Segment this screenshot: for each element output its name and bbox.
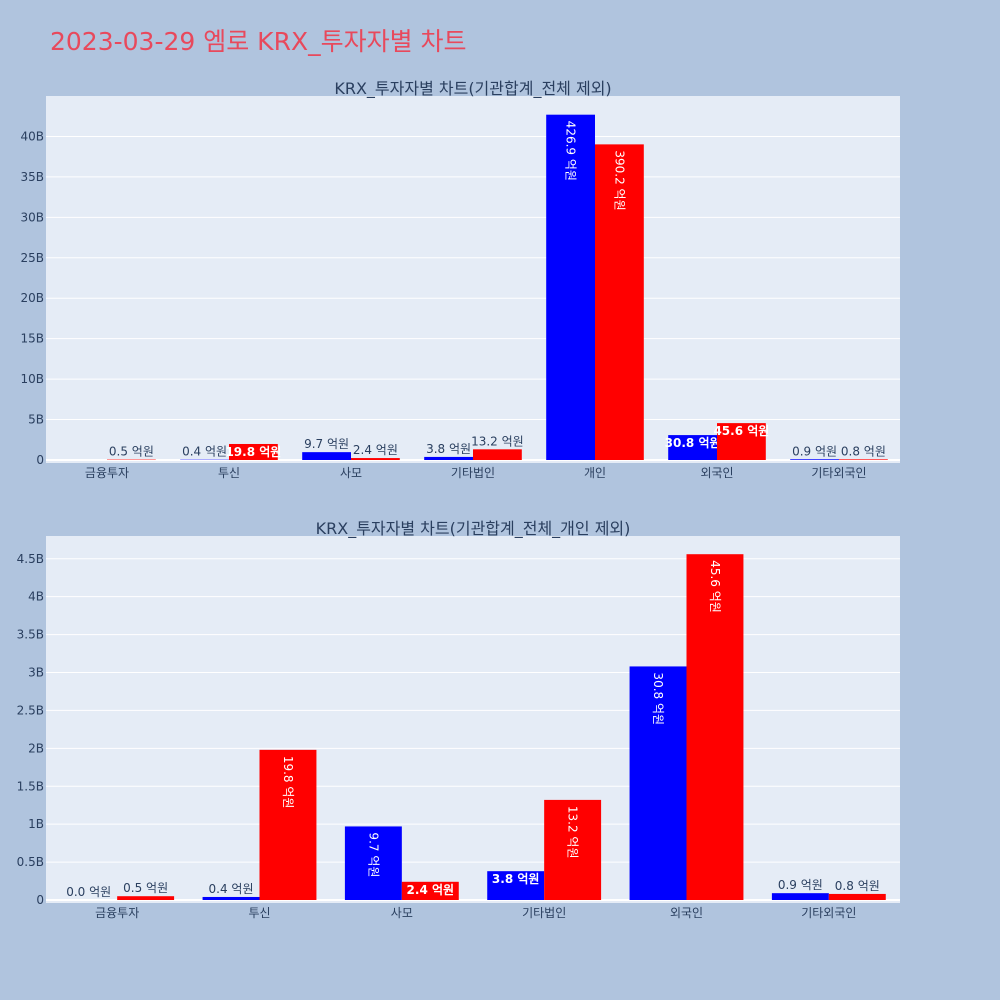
- bar: [546, 114, 595, 460]
- chart-title: KRX_투자자별 차트(기관합계_전체_개인 제외): [316, 519, 631, 539]
- data-label: 2.4 억원: [353, 443, 398, 457]
- x-tick-label: 금융투자: [95, 906, 139, 920]
- page-title: 2023-03-29 엠로 KRX_투자자별 차트: [50, 27, 467, 56]
- bar: [629, 666, 687, 900]
- bar: [790, 459, 839, 460]
- data-label: 30.8 억원: [651, 672, 665, 725]
- bar: [229, 443, 278, 460]
- y-tick-label: 5B: [28, 413, 44, 427]
- data-label: 0.8 억원: [841, 444, 886, 458]
- data-label: 3.8 억원: [426, 442, 471, 456]
- x-tick-label: 기타법인: [451, 466, 495, 480]
- x-tick-label: 사모: [340, 466, 362, 480]
- bar: [771, 893, 829, 900]
- plot-area: [46, 536, 900, 903]
- x-tick-label: 투신: [218, 466, 240, 480]
- y-tick-label: 2B: [28, 741, 44, 755]
- chart-title: KRX_투자자별 차트(기관합계_전체 제외): [334, 79, 611, 99]
- y-tick-label: 0: [36, 453, 44, 467]
- data-label: 13.2 억원: [566, 806, 580, 859]
- data-label: 19.8 억원: [281, 756, 295, 809]
- chart-1: 0 5B 10B 15B 20B 25B 30B 35B 40B KRX_투자자별 차트(기관합계…: [20, 79, 900, 480]
- x-tick-label: 기타외국인: [801, 906, 856, 920]
- bar: [717, 423, 766, 460]
- y-tick-label: 3.5B: [17, 628, 44, 642]
- bar: [344, 826, 402, 900]
- x-tick-label: 투신: [248, 906, 270, 920]
- data-label: 2.4 억원: [407, 883, 455, 897]
- y-tick-label: 30B: [20, 210, 44, 224]
- data-label: 0.0 억원: [66, 885, 111, 899]
- y-tick-label: 35B: [20, 170, 44, 184]
- data-label: 3.8 억원: [492, 872, 540, 886]
- data-label: 390.2 억원: [612, 150, 626, 210]
- chart-2: 0 0.5B 1B 1.5B 2B 2.5B 3B 3.5B 4B 4.5B KRX_투자자별 차트…: [17, 519, 900, 920]
- x-tick-label: 외국인: [700, 466, 733, 480]
- bar: [202, 896, 260, 900]
- bar: [351, 458, 400, 460]
- bar: [401, 881, 459, 900]
- x-tick-label: 개인: [584, 466, 606, 480]
- data-label: 0.5 억원: [109, 445, 154, 459]
- x-tick-label: 외국인: [670, 906, 703, 920]
- bar: [828, 893, 886, 900]
- y-tick-label: 25B: [20, 251, 44, 265]
- data-label: 9.7 억원: [366, 832, 380, 877]
- y-tick-label: 4.5B: [17, 552, 44, 566]
- data-label: 0.4 억원: [209, 882, 254, 896]
- bar: [424, 456, 473, 460]
- y-tick-label: 1B: [28, 817, 44, 831]
- bar: [487, 871, 545, 900]
- y-tick-label: 2.5B: [17, 703, 44, 717]
- bar: [302, 452, 351, 460]
- data-label: 30.8 억원: [665, 436, 721, 450]
- data-label: 0.9 억원: [778, 878, 823, 892]
- data-label: 426.9 억원: [564, 121, 578, 181]
- data-label: 13.2 억원: [471, 434, 524, 448]
- data-label: 45.6 억원: [713, 424, 769, 438]
- y-tick-label: 15B: [20, 332, 44, 346]
- bar: [686, 554, 744, 900]
- plot-area: [46, 96, 900, 463]
- x-tick-label: 기타법인: [522, 906, 566, 920]
- bar: [595, 144, 644, 460]
- y-tick-label: 3B: [28, 666, 44, 680]
- y-tick-label: 1.5B: [17, 779, 44, 793]
- y-tick-label: 0: [36, 893, 44, 907]
- data-label: 19.8 억원: [225, 445, 281, 459]
- y-tick-label: 10B: [20, 372, 44, 386]
- bar: [117, 896, 175, 900]
- y-tick-label: 0.5B: [17, 855, 44, 869]
- data-label: 0.4 억원: [182, 445, 227, 459]
- data-label: 45.6 억원: [708, 560, 722, 613]
- bar: [668, 435, 717, 460]
- bar: [544, 799, 602, 900]
- bar: [839, 459, 888, 460]
- bar: [259, 749, 317, 900]
- y-tick-label: 4B: [28, 590, 44, 604]
- data-label: 9.7 억원: [304, 437, 349, 451]
- x-tick-label: 기타외국인: [811, 466, 866, 480]
- data-label: 0.9 억원: [792, 444, 837, 458]
- data-label: 0.8 억원: [835, 879, 880, 893]
- data-label: 0.5 억원: [123, 881, 168, 895]
- y-tick-label: 40B: [20, 129, 44, 143]
- y-tick-label: 20B: [20, 291, 44, 305]
- x-tick-label: 사모: [391, 906, 413, 920]
- x-tick-label: 금융투자: [85, 466, 129, 480]
- bar: [473, 449, 522, 460]
